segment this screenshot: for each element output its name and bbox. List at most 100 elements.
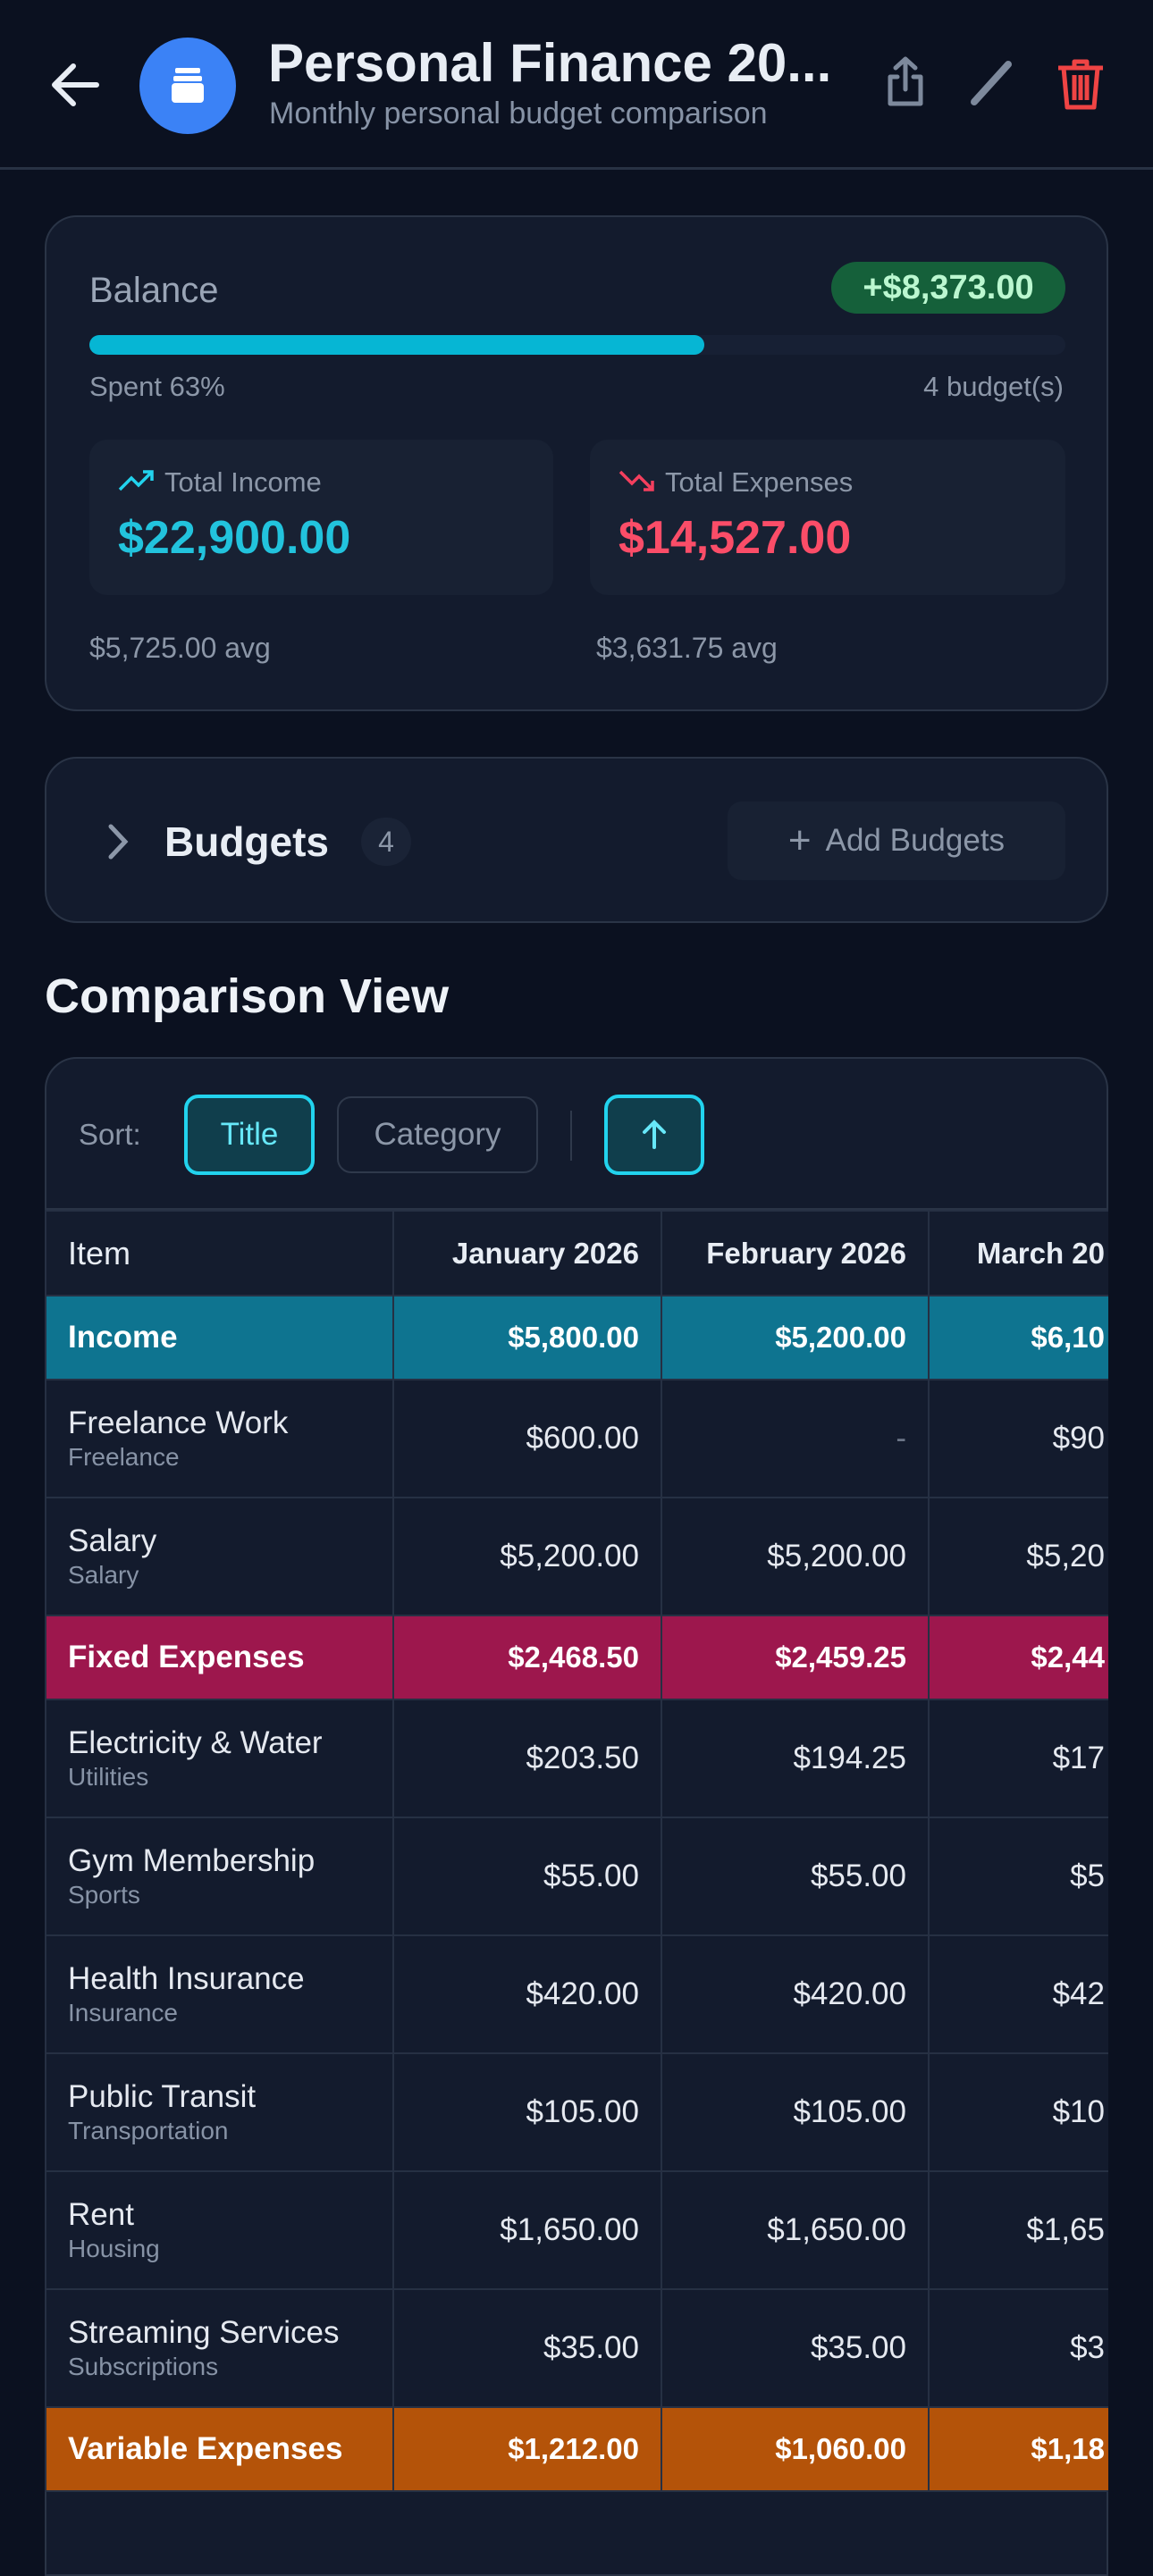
item-cell: Income: [45, 1295, 394, 1380]
table-row: Electricity & Water Utilities $203.50 $194.…: [45, 1699, 1108, 1818]
item-category: Freelance: [68, 1443, 180, 1471]
item-name: Rent: [68, 2197, 134, 2232]
balance-badge: +$8,373.00: [831, 262, 1065, 314]
column-header[interactable]: January 2026: [392, 1210, 662, 1296]
group-row: Income $5,800.00 $5,200.00 $6,10: [45, 1295, 1108, 1380]
expenses-average: $3,631.75 avg: [596, 632, 778, 664]
item-cell: Fixed Expenses: [45, 1615, 394, 1700]
item-cell: Gym Membership Sports: [45, 1817, 394, 1936]
value-cell: $55.00: [661, 1817, 930, 1936]
value-cell: $5,200.00: [392, 1497, 662, 1616]
table-row: Streaming Services Subscriptions $35.00 $35…: [45, 2288, 1108, 2408]
table-row: Salary Salary $5,200.00 $5,200.00 $5,20: [45, 1497, 1108, 1616]
item-category: Housing: [68, 2235, 160, 2262]
total-income-box: Total Income $22,900.00: [89, 440, 553, 595]
item-category: Salary: [68, 1561, 139, 1589]
table-row: Public Transit Transportation $105.00 $105.…: [45, 2052, 1108, 2172]
value-cell: $1,212.00: [392, 2406, 662, 2492]
column-header[interactable]: February 2026: [661, 1210, 930, 1296]
total-expenses-box: Total Expenses $14,527.00: [590, 440, 1065, 595]
back-arrow-icon[interactable]: [50, 63, 100, 107]
column-header[interactable]: March 20: [928, 1210, 1108, 1296]
item-category: Utilities: [68, 1763, 149, 1791]
value-cell: $5,20: [928, 1497, 1108, 1616]
item-name: Salary: [68, 1523, 157, 1558]
delete-trash-icon[interactable]: [1055, 57, 1107, 111]
item-category: Subscriptions: [68, 2353, 219, 2380]
value-cell: $55.00: [392, 1817, 662, 1936]
item-cell: Electricity & Water Utilities: [45, 1699, 394, 1818]
spent-progress-fill: [89, 335, 704, 355]
item-cell: Streaming Services Subscriptions: [45, 2288, 394, 2408]
item-name: Freelance Work: [68, 1405, 289, 1440]
total-expenses-label: Total Expenses: [665, 466, 854, 498]
item-cell: Health Insurance Insurance: [45, 1934, 394, 2054]
item-cell: Public Transit Transportation: [45, 2052, 394, 2172]
total-income-value: $22,900.00: [118, 512, 351, 564]
table-row: Rent Housing $1,650.00 $1,650.00 $1,65: [45, 2170, 1108, 2290]
income-average: $5,725.00 avg: [89, 632, 271, 664]
sort-label: Sort:: [79, 1118, 141, 1151]
item-cell: Rent Housing: [45, 2170, 394, 2290]
spent-progress-bar: [89, 335, 1065, 355]
table-row: Health Insurance Insurance $420.00 $420.00 $…: [45, 1934, 1108, 2054]
item-name: Public Transit: [68, 2079, 257, 2114]
value-cell: $1,060.00: [661, 2406, 930, 2492]
value-cell: $420.00: [392, 1934, 662, 2054]
group-row: Variable Expenses $1,212.00 $1,060.00 $1,18: [45, 2406, 1108, 2492]
budgets-count-badge: 4: [361, 818, 411, 866]
item-category: Transportation: [68, 2117, 229, 2144]
item-name: Health Insurance: [68, 1961, 305, 1996]
value-cell: $2,44: [928, 1615, 1108, 1700]
value-cell: $17: [928, 1699, 1108, 1818]
column-header[interactable]: Item: [45, 1210, 394, 1296]
value-cell: $5,800.00: [392, 1295, 662, 1380]
comparison-title: Comparison View: [45, 969, 450, 1023]
value-cell: $105.00: [392, 2052, 662, 2172]
item-cell: Salary Salary: [45, 1497, 394, 1616]
value-cell: $420.00: [661, 1934, 930, 2054]
item-name: Income: [68, 1320, 178, 1355]
value-cell: $5,200.00: [661, 1497, 930, 1616]
add-budgets-button[interactable]: + Add Budgets: [728, 801, 1065, 880]
comparison-table: Item January 2026 February 2026 March 20 In…: [45, 1210, 1108, 2492]
trending-down-icon: [619, 470, 654, 491]
item-cell: Variable Expenses: [45, 2406, 394, 2492]
balance-card: Balance +$8,373.00 Spent 63% 4 budget(s)…: [45, 215, 1108, 711]
share-icon[interactable]: [885, 55, 926, 107]
app-header: Personal Finance 20... Monthly personal …: [0, 0, 1153, 170]
budgets-section[interactable]: Budgets 4 + Add Budgets: [45, 757, 1108, 923]
value-cell: $1,650.00: [661, 2170, 930, 2290]
item-cell: Freelance Work Freelance: [45, 1379, 394, 1498]
item-name: Fixed Expenses: [68, 1640, 305, 1674]
table-header-row: Item January 2026 February 2026 March 20: [45, 1210, 1108, 1296]
group-row: Fixed Expenses $2,468.50 $2,459.25 $2,44: [45, 1615, 1108, 1700]
value-cell: $90: [928, 1379, 1108, 1498]
value-cell: $35.00: [661, 2288, 930, 2408]
page-subtitle: Monthly personal budget comparison: [269, 96, 768, 130]
total-expenses-value: $14,527.00: [619, 512, 852, 564]
value-cell: $203.50: [392, 1699, 662, 1818]
value-cell: $1,65: [928, 2170, 1108, 2290]
trending-up-icon: [118, 470, 154, 491]
sort-divider: [570, 1111, 572, 1161]
chevron-right-icon[interactable]: [105, 823, 130, 860]
edit-pencil-icon[interactable]: [967, 57, 1017, 107]
item-category: Sports: [68, 1881, 140, 1909]
sort-title-button[interactable]: Title: [184, 1095, 315, 1175]
value-cell: $1,18: [928, 2406, 1108, 2492]
table-row: Gym Membership Sports $55.00 $55.00 $5: [45, 1817, 1108, 1936]
item-name: Variable Expenses: [68, 2431, 343, 2466]
plus-icon: +: [787, 818, 812, 862]
comparison-table-scroll[interactable]: Item January 2026 February 2026 March 20 In…: [45, 1208, 1108, 2498]
value-cell: $10: [928, 2052, 1108, 2172]
budget-avatar-icon: [139, 38, 236, 134]
value-cell: $3: [928, 2288, 1108, 2408]
total-income-label: Total Income: [164, 466, 322, 498]
value-cell: -: [661, 1379, 930, 1498]
value-cell: $1,650.00: [392, 2170, 662, 2290]
sort-category-button[interactable]: Category: [337, 1096, 538, 1173]
page-title: Personal Finance 20...: [268, 33, 832, 93]
budgets-title: Budgets: [164, 818, 329, 865]
sort-direction-button[interactable]: [604, 1095, 704, 1175]
